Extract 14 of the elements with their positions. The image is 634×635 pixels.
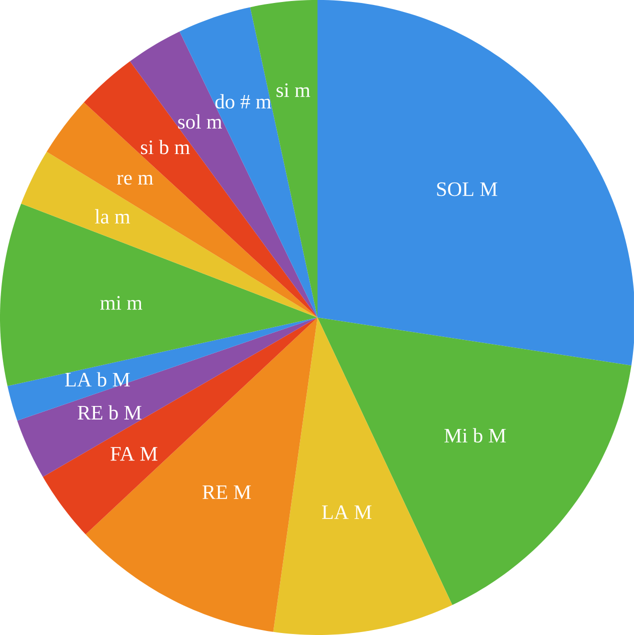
slice-label: LA b M [65, 372, 130, 387]
slice-label: SOL M [437, 182, 498, 196]
slice-label: LA M [322, 505, 372, 519]
slice-label: si b m [140, 140, 190, 154]
slice-label: la m [94, 209, 130, 224]
slice-label: mi m [100, 296, 142, 310]
slice-label: si m [276, 83, 310, 98]
slice-label: RE M [202, 485, 251, 499]
slice-label: re m [117, 174, 154, 185]
slice-label: FA M [110, 447, 158, 461]
slice-label: sol m [178, 114, 222, 129]
slice-label: do # m [215, 94, 272, 109]
slice-label: RE b M [78, 405, 142, 420]
slice-label: Mi b M [444, 428, 506, 443]
